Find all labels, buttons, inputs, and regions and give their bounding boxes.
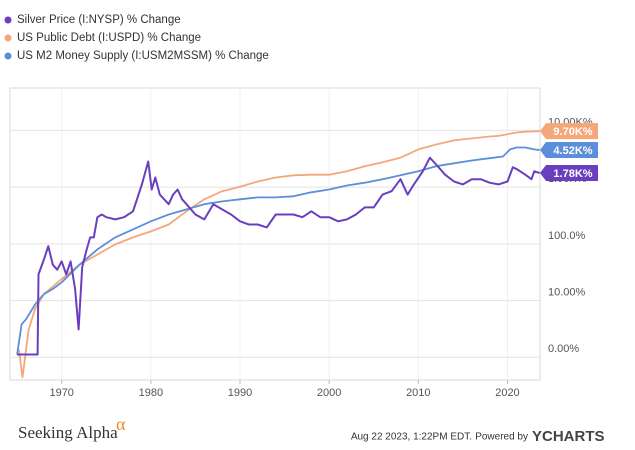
x-tick-label: 1980 [139,387,163,399]
legend-label: US Public Debt (I:USPD) % Change [17,32,201,44]
powered-by: Powered by [475,432,528,443]
series-line [16,146,540,355]
series-line [17,156,540,356]
end-label-tag [540,141,598,158]
legend-label: Silver Price (I:NYSP) % Change [17,14,181,26]
legend-marker [4,34,12,42]
end-label-tag [540,123,598,140]
legend-marker [4,52,12,60]
y-tick-label: 100.0% [548,230,586,242]
plot-area [9,87,541,381]
x-tick-label: 2000 [317,387,341,399]
timestamp: Aug 22 2023, 1:22PM EDT. [351,432,472,443]
end-label: 9.70K% [553,126,592,138]
x-tick-label: 2020 [495,387,519,399]
x-tick-label: 2010 [406,387,430,399]
end-label: 1.78K% [553,168,592,180]
y-tick-label: 10.00% [548,286,586,298]
end-label-tag [540,164,598,181]
end-label: 4.52K% [553,145,592,157]
legend-marker [4,16,12,24]
y-tick-label: 0.00% [548,343,579,355]
x-tick-label: 1970 [49,387,73,399]
legend-label: US M2 Money Supply (I:USM2MSSM) % Change [17,50,269,62]
brand-symbol: α [116,414,126,434]
brand: Seeking Alpha [18,423,118,442]
provider: YCHARTS [532,428,605,445]
x-tick-label: 1990 [228,387,252,399]
